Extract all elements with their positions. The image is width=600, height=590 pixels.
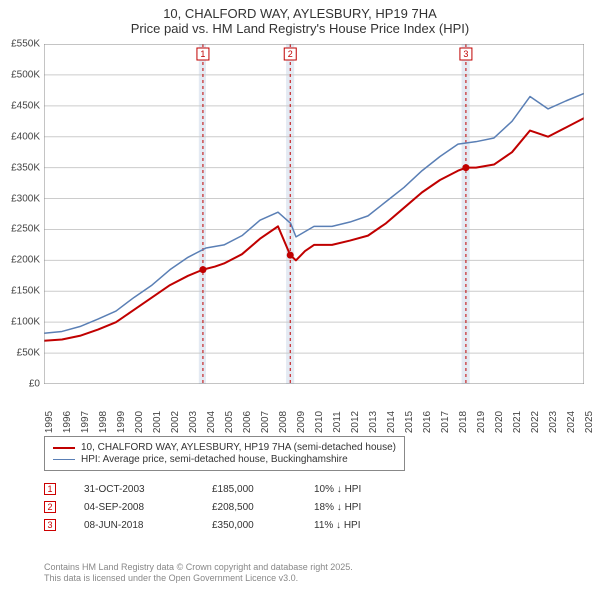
title-block: 10, CHALFORD WAY, AYLESBURY, HP19 7HA Pr… — [0, 0, 600, 38]
x-tick-label: 2000 — [134, 411, 145, 433]
svg-text:2: 2 — [288, 49, 293, 59]
sale-marker: 1 — [44, 483, 56, 495]
sale-marker: 2 — [44, 501, 56, 513]
x-tick-label: 2009 — [296, 411, 307, 433]
attribution: Contains HM Land Registry data © Crown c… — [44, 562, 353, 585]
y-tick-label: £550K — [11, 39, 40, 50]
x-tick-label: 2001 — [152, 411, 163, 433]
x-tick-label: 2016 — [422, 411, 433, 433]
legend-swatch — [53, 447, 75, 449]
sale-row: 3 08-JUN-2018£350,00011% ↓ HPI — [44, 516, 424, 534]
chart-svg: 1 2 3 — [44, 44, 584, 384]
x-tick-label: 2007 — [260, 411, 271, 433]
legend-row: 10, CHALFORD WAY, AYLESBURY, HP19 7HA (s… — [53, 442, 396, 453]
x-tick-label: 2025 — [584, 411, 595, 433]
y-tick-label: £200K — [11, 255, 40, 266]
sale-diff: 11% ↓ HPI — [314, 520, 424, 531]
legend-row: HPI: Average price, semi-detached house,… — [53, 454, 396, 465]
svg-text:1: 1 — [200, 49, 205, 59]
sale-diff: 10% ↓ HPI — [314, 484, 424, 495]
x-tick-label: 2020 — [494, 411, 505, 433]
y-tick-label: £450K — [11, 100, 40, 111]
x-tick-label: 1999 — [116, 411, 127, 433]
x-tick-label: 2024 — [566, 411, 577, 433]
sale-date: 04-SEP-2008 — [84, 502, 212, 513]
sale-price: £208,500 — [212, 502, 314, 513]
legend-swatch — [53, 459, 75, 460]
x-tick-label: 2004 — [206, 411, 217, 433]
x-tick-label: 2011 — [332, 411, 343, 433]
x-tick-label: 2017 — [440, 411, 451, 433]
title-address: 10, CHALFORD WAY, AYLESBURY, HP19 7HA — [0, 6, 600, 21]
x-tick-label: 2019 — [476, 411, 487, 433]
x-tick-label: 2006 — [242, 411, 253, 433]
y-axis-labels: £0£50K£100K£150K£200K£250K£300K£350K£400… — [0, 44, 42, 384]
y-tick-label: £500K — [11, 69, 40, 80]
legend: 10, CHALFORD WAY, AYLESBURY, HP19 7HA (s… — [44, 436, 405, 471]
x-tick-label: 2015 — [404, 411, 415, 433]
sale-row: 1 31-OCT-2003£185,00010% ↓ HPI — [44, 480, 424, 498]
x-tick-label: 1998 — [98, 411, 109, 433]
x-tick-label: 2012 — [350, 411, 361, 433]
attribution-line2: This data is licensed under the Open Gov… — [44, 573, 353, 584]
sale-diff: 18% ↓ HPI — [314, 502, 424, 513]
sale-price: £350,000 — [212, 520, 314, 531]
x-axis-labels: 1995 1996 1997 1998 1999 2000 2001 2002 2003 2004… — [44, 386, 584, 430]
sales-table: 1 31-OCT-2003£185,00010% ↓ HPI 2 04-SEP-200… — [44, 480, 424, 534]
y-tick-label: £100K — [11, 317, 40, 328]
x-tick-label: 2014 — [386, 411, 397, 433]
x-tick-label: 2013 — [368, 411, 379, 433]
x-tick-label: 2005 — [224, 411, 235, 433]
x-tick-label: 2003 — [188, 411, 199, 433]
title-subtitle: Price paid vs. HM Land Registry's House … — [0, 21, 600, 36]
y-tick-label: £350K — [11, 162, 40, 173]
y-tick-label: £250K — [11, 224, 40, 235]
x-tick-label: 2023 — [548, 411, 559, 433]
sale-row: 2 04-SEP-2008£208,50018% ↓ HPI — [44, 498, 424, 516]
y-tick-label: £50K — [17, 348, 40, 359]
sale-price: £185,000 — [212, 484, 314, 495]
x-tick-label: 1996 — [62, 411, 73, 433]
sale-date: 31-OCT-2003 — [84, 484, 212, 495]
x-tick-label: 2002 — [170, 411, 181, 433]
x-tick-label: 1997 — [80, 411, 91, 433]
svg-text:3: 3 — [463, 49, 468, 59]
x-tick-label: 2022 — [530, 411, 541, 433]
x-tick-label: 2008 — [278, 411, 289, 433]
y-tick-label: £400K — [11, 131, 40, 142]
attribution-line1: Contains HM Land Registry data © Crown c… — [44, 562, 353, 573]
y-tick-label: £300K — [11, 193, 40, 204]
chart-area: 1 2 3 — [44, 44, 584, 384]
legend-text: 10, CHALFORD WAY, AYLESBURY, HP19 7HA (s… — [81, 442, 396, 453]
sale-marker: 3 — [44, 519, 56, 531]
x-tick-label: 2018 — [458, 411, 469, 433]
x-tick-label: 2021 — [512, 411, 523, 433]
x-tick-label: 2010 — [314, 411, 325, 433]
legend-text: HPI: Average price, semi-detached house,… — [81, 454, 348, 465]
y-tick-label: £0 — [29, 379, 40, 390]
y-tick-label: £150K — [11, 286, 40, 297]
x-tick-label: 1995 — [44, 411, 55, 433]
sale-date: 08-JUN-2018 — [84, 520, 212, 531]
